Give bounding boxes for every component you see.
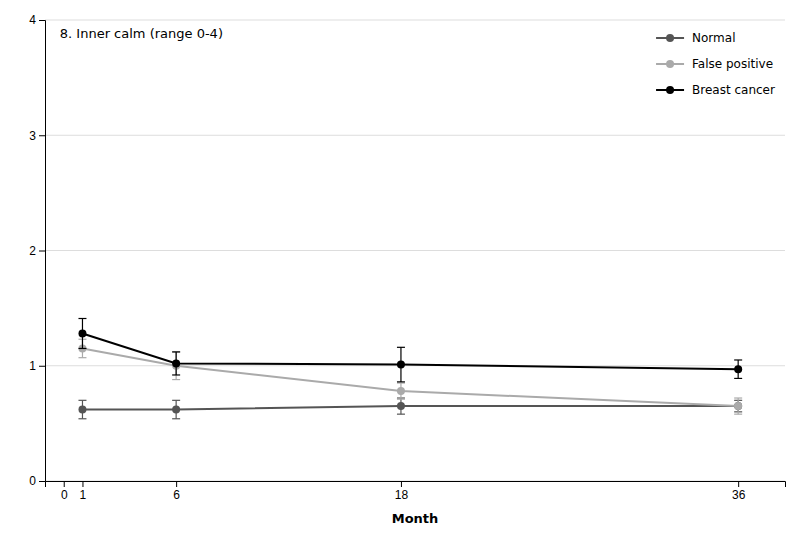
error-bar-cap-high	[397, 382, 405, 383]
error-bar-cap-low	[172, 379, 180, 380]
legend-marker	[666, 60, 674, 68]
x-tick: 36	[732, 481, 746, 502]
error-bar-cap-low	[172, 418, 180, 419]
chart: 016183601234Month8. Inner calm (range 0-…	[0, 0, 810, 536]
x-tick-label: 18	[395, 488, 409, 502]
error-bar-cap-high	[172, 351, 180, 352]
grid-line	[45, 135, 785, 136]
y-tick-mark	[39, 20, 45, 21]
x-tick-mark	[64, 481, 65, 487]
error-bar-cap-low	[78, 418, 86, 419]
y-tick: 0	[29, 474, 45, 488]
x-tick-mark	[82, 481, 83, 487]
data-layer	[78, 318, 742, 418]
point	[78, 406, 86, 414]
error-bar-cap-high	[172, 400, 180, 401]
grid-line	[45, 20, 785, 21]
error-bar	[172, 352, 180, 380]
point	[172, 359, 180, 367]
legend-label: False positive	[692, 57, 773, 71]
plot-area: 016183601234Month8. Inner calm (range 0-…	[29, 13, 785, 526]
legend: Normal False positive Breast cancer	[656, 31, 775, 97]
error-bar	[734, 360, 742, 378]
error-bar-cap-high	[734, 359, 742, 360]
y-tick-mark	[39, 366, 45, 367]
legend-marker	[666, 34, 674, 42]
error-bar-cap-high	[78, 318, 86, 319]
series	[78, 318, 742, 381]
legend-label: Breast cancer	[692, 83, 775, 97]
error-bar	[397, 398, 405, 414]
y-tick-label: 2	[29, 244, 36, 258]
x-tick-label: 6	[173, 488, 180, 502]
y-tick-mark	[39, 251, 45, 252]
y-axis-line	[39, 21, 46, 482]
x-tick-label: 0	[61, 488, 68, 502]
y-tick-label: 0	[29, 474, 36, 488]
y-tick: 3	[29, 129, 45, 143]
error-bar-cap-low	[78, 357, 86, 358]
error-bar-cap-low	[734, 414, 742, 415]
y-tick-label: 4	[29, 13, 36, 27]
point	[172, 406, 180, 414]
x-tick-label: 36	[732, 488, 746, 502]
x-tick-mark	[401, 481, 402, 487]
x-tick: 18	[395, 481, 409, 502]
point	[397, 402, 405, 410]
x-tick: 0	[61, 481, 68, 502]
error-bar-cap-high	[734, 397, 742, 398]
error-bar-cap-high	[397, 347, 405, 348]
x-tick-label: 1	[80, 488, 87, 502]
x-tick: 1	[80, 481, 87, 502]
legend-marker	[666, 86, 674, 94]
point	[397, 387, 405, 395]
grid-line	[45, 250, 785, 251]
y-tick: 2	[29, 244, 45, 258]
legend-label: Normal	[692, 31, 735, 45]
error-bar-cap-high	[172, 351, 180, 352]
error-bar	[78, 318, 86, 348]
series	[78, 339, 742, 414]
error-bar	[734, 398, 742, 414]
error-bar	[397, 383, 405, 399]
point	[734, 402, 742, 410]
error-bar-cap-low	[172, 374, 180, 375]
y-axis: 0 1 2 3 4	[29, 13, 45, 488]
series-line	[82, 333, 738, 369]
y-tick: 1	[29, 359, 45, 373]
error-bar-cap-low	[734, 378, 742, 379]
error-bar	[78, 400, 86, 418]
x-tick-mark	[176, 481, 177, 487]
x-axis: 01 6 18 36	[46, 481, 786, 502]
y-tick-mark	[39, 135, 45, 136]
point	[734, 402, 742, 410]
legend-item: Normal	[656, 31, 735, 45]
error-bar-cap-low	[78, 348, 86, 349]
error-bar-cap-high	[78, 400, 86, 401]
x-tick-mark	[738, 481, 739, 487]
error-bar	[172, 400, 180, 418]
error-bar-cap-low	[397, 414, 405, 415]
point	[734, 365, 742, 373]
error-bar-cap-low	[397, 381, 405, 382]
series-line	[82, 406, 738, 409]
grid	[45, 20, 785, 481]
x-tick: 6	[173, 481, 180, 502]
x-axis-title: Month	[392, 511, 439, 526]
y-tick: 4	[29, 13, 45, 27]
legend-item: False positive	[656, 57, 773, 71]
y-tick-label: 1	[29, 359, 36, 373]
y-tick-mark	[39, 481, 45, 482]
point	[397, 361, 405, 369]
point	[78, 329, 86, 337]
y-tick-label: 3	[29, 129, 36, 143]
legend-item: Breast cancer	[656, 83, 775, 97]
error-bar-cap-low	[397, 399, 405, 400]
error-bar	[397, 347, 405, 382]
x-axis-line	[46, 482, 786, 488]
series-line	[82, 348, 738, 406]
error-bar	[172, 352, 180, 375]
title: 8. Inner calm (range 0-4)	[60, 26, 223, 41]
